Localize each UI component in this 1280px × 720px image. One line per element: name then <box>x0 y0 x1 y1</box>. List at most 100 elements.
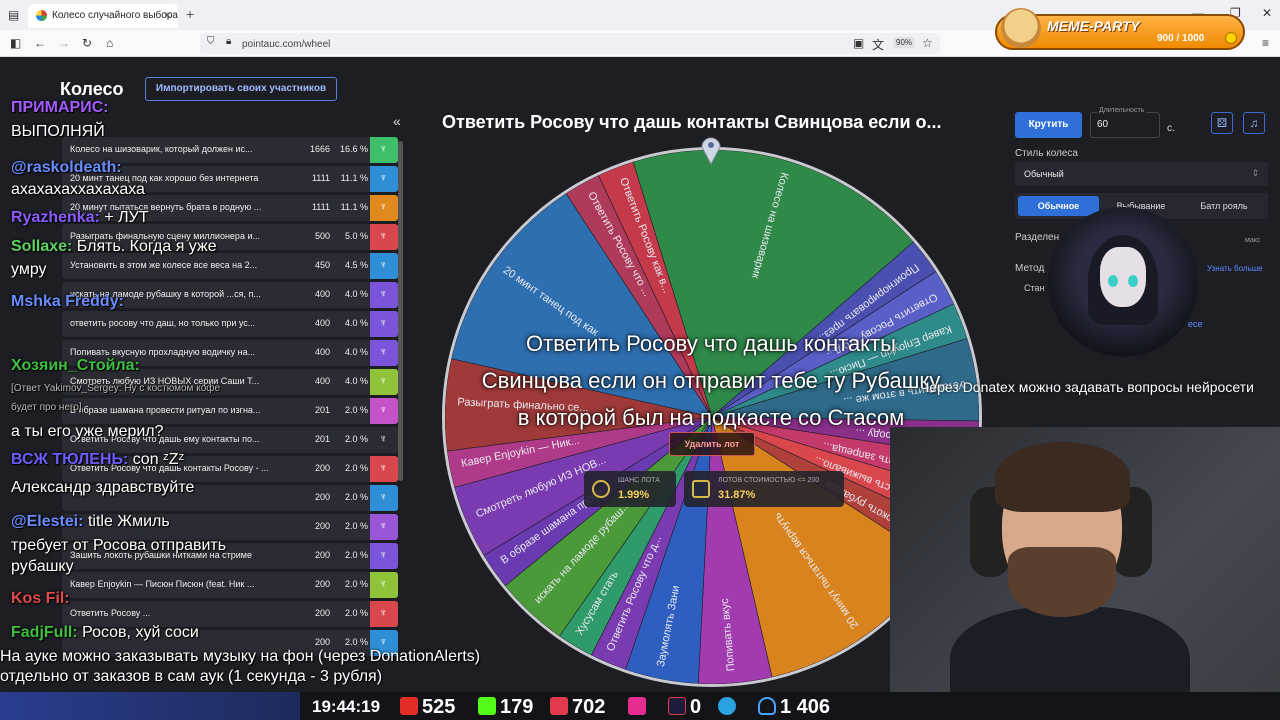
lot-value[interactable]: 200 <box>314 637 330 647</box>
zoom-level[interactable]: 90% <box>893 37 916 48</box>
lot-row[interactable]: 200 2.0 % <box>62 630 398 656</box>
lot-add-icon[interactable] <box>370 485 398 511</box>
lot-row[interactable]: Колесо на шизоварик, который должен ис..… <box>62 137 398 163</box>
lock-icon[interactable]: 🔒︎ <box>226 36 232 47</box>
lot-add-icon[interactable] <box>370 369 398 395</box>
lot-row[interactable]: Разыграть финальную сцену миллионера и..… <box>62 224 398 250</box>
lot-row[interactable]: Ответить Росову что дашь ему контакты по… <box>62 427 398 453</box>
lot-row[interactable]: ответить росову что даш, но только при у… <box>62 311 398 337</box>
mode-normal-tab[interactable]: Обычное <box>1018 196 1099 216</box>
lot-row[interactable]: 200 2.0 % <box>62 514 398 540</box>
home-icon[interactable]: ⌂ <box>106 36 114 50</box>
lot-value[interactable]: 200 <box>314 463 330 473</box>
tab-list-icon[interactable]: ▤ <box>8 8 20 22</box>
duration-input[interactable]: Длительность 60 <box>1090 107 1160 138</box>
method-select-value[interactable]: Стан <box>1024 283 1045 293</box>
lot-name[interactable]: искать на ламоде рубашку в которой ...ся… <box>70 289 261 299</box>
lot-value[interactable]: 201 <box>314 434 330 444</box>
lot-name[interactable]: Колесо на шизоварик, который должен ис..… <box>70 144 253 154</box>
bookmark-star-icon[interactable]: ☆ <box>922 36 933 50</box>
import-participants-button[interactable]: Импортировать своих участников <box>145 77 337 101</box>
lot-row[interactable]: искать на ламоде рубашку в которой ...ся… <box>62 282 398 308</box>
lot-add-icon[interactable] <box>370 427 398 453</box>
lot-name[interactable]: 20 минут пытаться вернуть брата в родную… <box>70 202 262 212</box>
sidebar-toggle-icon[interactable]: ◧ <box>10 36 22 50</box>
forward-arrow-icon[interactable]: → <box>58 36 70 50</box>
menu-icon[interactable]: ≡ <box>1262 36 1270 50</box>
lot-value[interactable]: 1111 <box>311 202 330 212</box>
wheel[interactable]: Колесо на шизоварик Проигнорировать през.… <box>442 147 982 687</box>
music-note-icon[interactable]: ♫ <box>1243 112 1265 134</box>
lots-scrollbar[interactable] <box>398 141 403 481</box>
lot-value[interactable]: 200 <box>314 579 330 589</box>
lot-name[interactable]: Попивать вкусную прохладную водичку на..… <box>70 347 256 357</box>
lot-value[interactable]: 450 <box>314 260 330 270</box>
lot-name[interactable]: Ответить Росову ... <box>70 608 151 618</box>
lot-name[interactable]: Кавер Enjoykin — Писюн Писюн (feat. Ник … <box>70 579 255 589</box>
lot-value[interactable]: 200 <box>314 608 330 618</box>
mode-battle-royale-tab[interactable]: Батл рояль <box>1200 201 1248 211</box>
lot-add-icon[interactable] <box>370 514 398 540</box>
site-info-shield-icon[interactable]: ⛉ <box>207 36 215 47</box>
dice-icon[interactable]: ⚄ <box>1211 112 1233 134</box>
lot-name[interactable]: Смотреть любую ИЗ НОВЫХ серии Саши Т... <box>70 376 260 386</box>
lot-name[interactable]: Разыграть финальную сцену миллионера и..… <box>70 231 260 241</box>
lot-value[interactable]: 400 <box>314 289 330 299</box>
lot-row[interactable]: Смотреть любую ИЗ НОВЫХ серии Саши Т... 4… <box>62 369 398 395</box>
lot-name[interactable]: Ответить Росову что дашь ему контакты по… <box>70 434 260 444</box>
lot-value[interactable]: 400 <box>314 318 330 328</box>
browser-tab[interactable]: Колесо случайного выбора – П ✕ <box>28 4 178 28</box>
translate-icon[interactable]: 文 <box>872 38 885 52</box>
lot-add-icon[interactable] <box>370 398 398 424</box>
lot-add-icon[interactable] <box>370 456 398 482</box>
collapse-panel-icon[interactable]: « <box>393 113 401 129</box>
lot-value[interactable]: 201 <box>314 405 330 415</box>
mode-elimination-tab[interactable]: Выбывание <box>1116 201 1166 211</box>
lot-name[interactable]: Ответить Росову что дашь контакты Росову… <box>70 463 269 473</box>
lot-value[interactable]: 200 <box>314 550 330 560</box>
lot-add-icon[interactable] <box>370 253 398 279</box>
lot-row[interactable]: 20 минт танец под как хорошо без интерне… <box>62 166 398 192</box>
lot-add-icon[interactable] <box>370 195 398 221</box>
lot-name[interactable]: 20 минт танец под как хорошо без интерне… <box>70 173 259 183</box>
wheel-style-select[interactable]: Обычный ⇕ <box>1015 162 1268 186</box>
reload-icon[interactable]: ↻ <box>82 36 93 50</box>
lot-row[interactable]: Кавер Enjoykin — Писюн Писюн (feat. Ник … <box>62 572 398 598</box>
lot-value[interactable]: 400 <box>314 347 330 357</box>
learn-more-link[interactable]: Узнать больше <box>1207 264 1263 273</box>
url-text[interactable]: pointauc.com/wheel <box>242 39 331 50</box>
lot-name[interactable]: Зашить локоть рубашки нитками на стриме <box>70 550 252 560</box>
lot-row[interactable]: Ответить Росову что дашь контакты Росову… <box>62 456 398 482</box>
lot-name[interactable]: ответить росову что даш, но только при у… <box>70 318 256 328</box>
restore-icon[interactable]: ❐ <box>1230 6 1241 20</box>
lot-row[interactable]: Зашить локоть рубашки нитками на стриме 2… <box>62 543 398 569</box>
lot-row[interactable]: В образе шамана провести ритуал по изгна… <box>62 398 398 424</box>
lot-name[interactable]: В образе шамана провести ритуал по изгна… <box>70 405 261 415</box>
delete-lot-button[interactable]: Удалить лот <box>669 432 755 456</box>
more-settings-link[interactable]: есе <box>1188 319 1203 329</box>
address-bar[interactable] <box>200 33 940 54</box>
lot-name[interactable]: Установить в этом же колесе все веса на … <box>70 260 258 270</box>
lot-add-icon[interactable] <box>370 543 398 569</box>
new-tab-plus-icon[interactable]: + <box>186 6 195 22</box>
tab-close-icon[interactable]: ✕ <box>162 10 172 22</box>
lot-add-icon[interactable] <box>370 630 398 656</box>
close-window-icon[interactable]: ✕ <box>1262 6 1273 20</box>
tab-overflow-chevron-icon[interactable]: ⌄ <box>1142 6 1153 20</box>
lot-row[interactable]: Ответить Росову ... 200 2.0 % <box>62 601 398 627</box>
lot-row[interactable]: 200 2.0 % <box>62 485 398 511</box>
lot-add-icon[interactable] <box>370 137 398 163</box>
spin-button[interactable]: Крутить <box>1015 112 1082 138</box>
lot-add-icon[interactable] <box>370 224 398 250</box>
reader-view-icon[interactable]: ▣ <box>853 36 865 50</box>
lot-value[interactable]: 1111 <box>311 173 330 183</box>
lot-add-icon[interactable] <box>370 311 398 337</box>
lot-add-icon[interactable] <box>370 601 398 627</box>
lot-add-icon[interactable] <box>370 166 398 192</box>
lot-row[interactable]: Попивать вкусную прохладную водичку на..… <box>62 340 398 366</box>
lot-value[interactable]: 400 <box>314 376 330 386</box>
lot-row[interactable]: 20 минут пытаться вернуть брата в родную… <box>62 195 398 221</box>
lot-value[interactable]: 500 <box>314 231 330 241</box>
duration-value[interactable]: 60 <box>1097 119 1109 130</box>
lot-add-icon[interactable] <box>370 340 398 366</box>
